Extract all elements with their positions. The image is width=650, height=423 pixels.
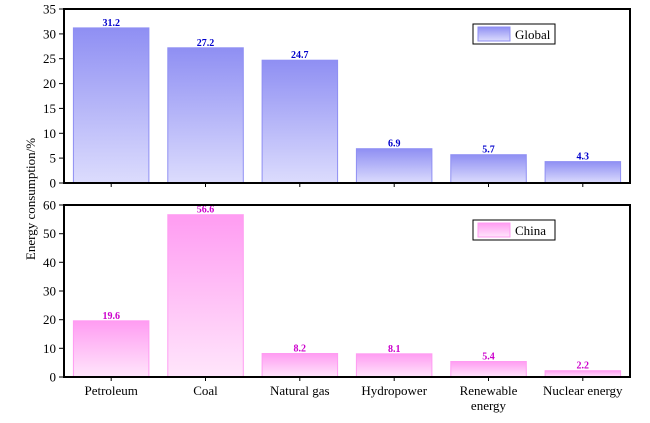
category-label-5: Nuclear energy [543, 383, 623, 398]
value-label-china-2: 8.2 [294, 344, 307, 355]
y-tick-label-china-3: 30 [43, 284, 56, 299]
y-tick-label-global-7: 35 [43, 2, 56, 17]
category-label-2: Natural gas [270, 383, 330, 398]
legend-china: China [472, 219, 556, 241]
y-tick-label-global-4: 20 [43, 76, 56, 91]
value-label-global-5: 4.3 [577, 152, 590, 163]
panel-china: 19.6 56.6 8.2 8.1 5.4 2.2 0 10 20 30 40 50 60 China [43, 198, 631, 385]
panel-global: 31.2 27.2 24.7 6.9 5.7 4.3 0 5 10 15 20 25 30 35 Globa… [43, 2, 631, 191]
y-tick-label-global-1: 5 [50, 151, 57, 166]
y-tick-label-china-0: 0 [50, 370, 57, 385]
value-label-china-1: 56.6 [197, 205, 215, 216]
value-label-global-0: 31.2 [102, 18, 120, 29]
category-label-0: Petroleum [84, 383, 137, 398]
y-tick-label-china-4: 40 [43, 255, 56, 270]
y-axis-label: Energy consumption/% [23, 138, 38, 260]
legend-global: Global [472, 23, 556, 45]
value-label-global-3: 6.9 [388, 139, 401, 150]
y-tick-label-china-5: 50 [43, 226, 56, 241]
bar-china-1 [167, 214, 244, 378]
category-label-4: Renewable energy [460, 383, 518, 413]
y-tick-label-china-1: 10 [43, 341, 56, 356]
y-tick-label-china-2: 20 [43, 312, 56, 327]
legend-swatch [477, 26, 511, 42]
value-label-global-4: 5.7 [482, 145, 495, 156]
y-tick-label-global-2: 10 [43, 126, 56, 141]
bar-global-2 [261, 59, 339, 184]
legend-swatch [477, 222, 511, 238]
bar-china-2 [261, 353, 339, 378]
value-label-global-1: 27.2 [197, 38, 215, 49]
bar-global-3 [355, 148, 433, 184]
y-tick-label-global-3: 15 [43, 101, 56, 116]
bar-china-4 [450, 361, 527, 378]
plot-frame-global [63, 8, 631, 184]
bar-china-3 [355, 353, 433, 378]
value-label-china-5: 2.2 [577, 361, 590, 372]
y-tick-label-china-6: 60 [43, 198, 56, 213]
y-tick-label-global-5: 25 [43, 51, 56, 66]
value-label-china-4: 5.4 [482, 352, 495, 363]
category-label-3: Hydropower [361, 383, 427, 398]
y-tick-label-global-6: 30 [43, 26, 56, 41]
bar-global-5 [544, 161, 622, 184]
bar-global-4 [450, 154, 527, 184]
value-label-china-3: 8.1 [388, 344, 401, 355]
y-tick-label-global-0: 0 [50, 176, 57, 191]
legend-label: Global [515, 27, 551, 42]
bar-global-1 [167, 47, 244, 184]
bar-china-0 [72, 320, 150, 378]
value-label-china-0: 19.6 [102, 311, 120, 322]
legend-label: China [515, 223, 546, 238]
value-label-global-2: 24.7 [291, 50, 309, 61]
plot-frame-china [63, 204, 631, 378]
bar-global-0 [72, 27, 150, 184]
category-label-1: Coal [193, 383, 218, 398]
